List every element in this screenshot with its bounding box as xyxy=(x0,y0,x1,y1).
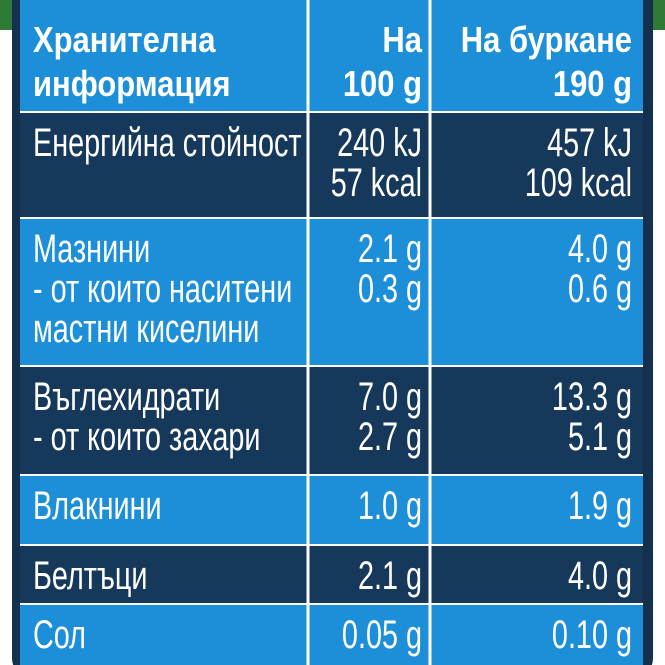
per-jar-value-group: 5.1 g xyxy=(568,414,632,459)
per-100g-value-group: 2.1 g xyxy=(358,226,422,271)
per-100g-value: 1.0 g xyxy=(358,483,422,528)
row-label: - от които захари xyxy=(33,414,260,459)
per-jar-value: 0.10 g xyxy=(552,612,632,657)
per-jar-value: 13.3 g xyxy=(552,374,632,419)
header-col1-group: На xyxy=(382,21,422,61)
per-jar-value-group: 4.0 g xyxy=(568,226,632,271)
row-label: Мазнини xyxy=(33,226,150,271)
header-col1-group: 100 g xyxy=(343,65,422,105)
per-100g-value: 57 kcal xyxy=(331,160,422,205)
per-100g-value: 2.7 g xyxy=(358,414,422,459)
per-100g-value: 0.05 g xyxy=(342,612,422,657)
per-jar-value-group: 109 kcal xyxy=(525,160,632,205)
row-label: Белтъци xyxy=(33,553,148,598)
per-jar-value-group: 4.0 g xyxy=(568,553,632,598)
header-title-group: информация xyxy=(33,65,231,105)
per-100g-value-group: 240 kJ xyxy=(337,120,422,165)
header-col1: На xyxy=(382,21,422,61)
per-100g-value: 240 kJ xyxy=(337,120,422,165)
row-label: Енергийна стойност xyxy=(33,120,302,165)
row-background xyxy=(20,366,643,475)
header-col2-group: На буркане xyxy=(461,21,632,61)
per-jar-value-group: 457 kJ xyxy=(547,120,632,165)
per-100g-value: 0.3 g xyxy=(358,266,422,311)
per-jar-value-group: 1.9 g xyxy=(568,483,632,528)
header-col2: 190 g xyxy=(553,65,632,105)
row-label-group: - от които наситени xyxy=(33,266,292,311)
row-label: Въглехидрати xyxy=(33,374,220,419)
per-100g-value-group: 2.7 g xyxy=(358,414,422,459)
row-label-group: Въглехидрати xyxy=(33,374,220,419)
row-background xyxy=(20,475,643,545)
per-100g-value-group: 2.1 g xyxy=(358,553,422,598)
row-label: Влакнини xyxy=(33,483,162,528)
per-100g-value: 2.1 g xyxy=(358,553,422,598)
row-label-group: - от които захари xyxy=(33,414,260,459)
row-label-group: Мазнини xyxy=(33,226,150,271)
header-title: Хранителна xyxy=(33,21,216,61)
row-label: Сол xyxy=(33,612,86,657)
row-label: мастни киселини xyxy=(33,306,259,351)
per-jar-value: 457 kJ xyxy=(547,120,632,165)
per-jar-value: 0.6 g xyxy=(568,266,632,311)
row-background xyxy=(20,218,643,366)
row-background xyxy=(20,545,643,604)
row-label-group: Енергийна стойност xyxy=(33,120,302,165)
per-100g-value-group: 0.3 g xyxy=(358,266,422,311)
per-100g-value-group: 0.05 g xyxy=(342,612,422,657)
per-100g-value-group: 57 kcal xyxy=(331,160,422,205)
per-jar-value: 4.0 g xyxy=(568,553,632,598)
per-100g-value-group: 7.0 g xyxy=(358,374,422,419)
row-background xyxy=(20,112,643,218)
header-col2: На буркане xyxy=(461,21,632,61)
per-jar-value: 1.9 g xyxy=(568,483,632,528)
per-100g-value: 2.1 g xyxy=(358,226,422,271)
row-label-group: Белтъци xyxy=(33,553,148,598)
row-background xyxy=(20,604,643,665)
per-100g-value: 7.0 g xyxy=(358,374,422,419)
per-jar-value: 5.1 g xyxy=(568,414,632,459)
header-col1: 100 g xyxy=(343,65,422,105)
per-jar-value-group: 0.10 g xyxy=(552,612,632,657)
header-title: информация xyxy=(33,65,231,105)
row-label: - от които наситени xyxy=(33,266,292,311)
row-label-group: Сол xyxy=(33,612,86,657)
per-100g-value-group: 1.0 g xyxy=(358,483,422,528)
per-jar-value: 4.0 g xyxy=(568,226,632,271)
header-background xyxy=(20,0,643,112)
row-label-group: Влакнини xyxy=(33,483,162,528)
per-jar-value-group: 0.6 g xyxy=(568,266,632,311)
per-jar-value-group: 13.3 g xyxy=(552,374,632,419)
per-jar-value: 109 kcal xyxy=(525,160,632,205)
header-col2-group: 190 g xyxy=(553,65,632,105)
row-label-group: мастни киселини xyxy=(33,306,259,351)
header-title-group: Хранителна xyxy=(33,21,216,61)
